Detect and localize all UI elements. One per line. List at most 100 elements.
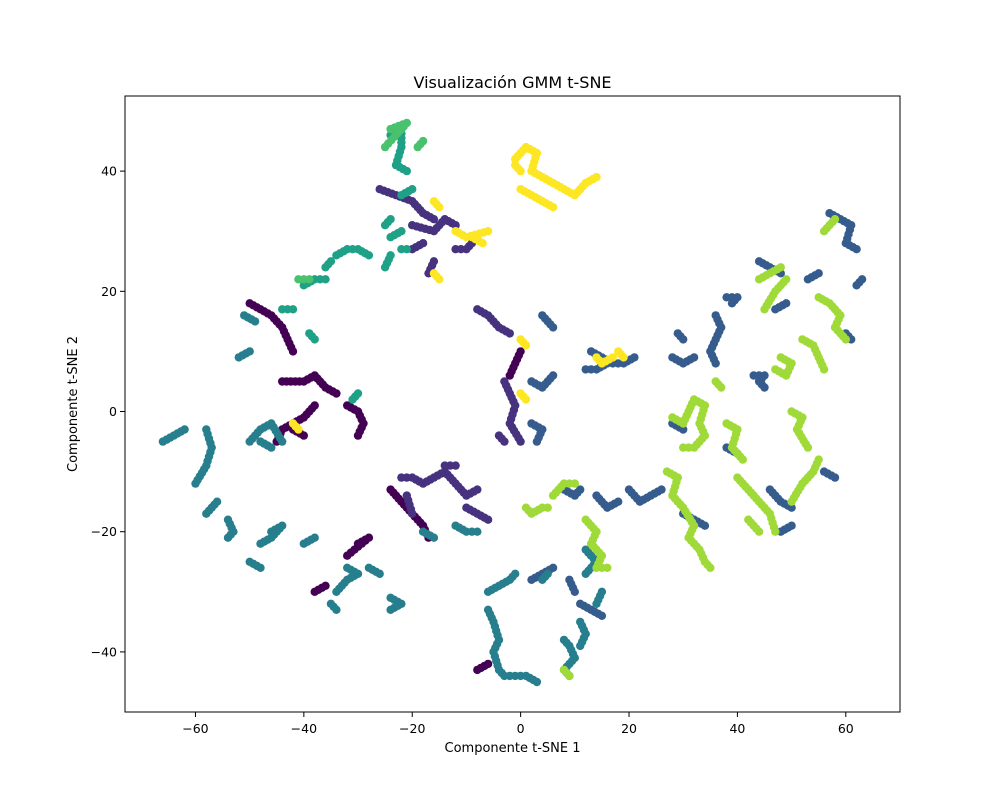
data-point	[332, 587, 341, 596]
data-point	[857, 275, 867, 284]
x-axis-label: Componente t-SNE 1	[445, 741, 581, 756]
data-point	[353, 431, 363, 440]
x-tick-label: −60	[182, 721, 208, 736]
data-point	[429, 215, 439, 224]
data-point	[294, 425, 303, 434]
data-point	[256, 539, 265, 548]
data-point	[819, 365, 829, 374]
data-point	[814, 269, 823, 278]
data-point	[256, 437, 265, 446]
data-point	[771, 527, 780, 536]
data-point	[305, 275, 314, 284]
data-point	[679, 425, 688, 434]
chart-title: Visualización GMM t-SNE	[413, 73, 611, 92]
data-points	[158, 118, 867, 687]
data-point	[511, 569, 520, 578]
x-tick-label: 0	[517, 721, 525, 736]
data-point	[288, 347, 298, 356]
data-point	[429, 533, 439, 542]
data-point	[500, 437, 509, 446]
data-point	[516, 437, 525, 446]
data-point	[619, 353, 628, 362]
data-point	[321, 275, 330, 284]
data-point	[576, 485, 585, 494]
data-point	[754, 527, 764, 536]
data-point	[576, 641, 585, 651]
data-point	[592, 599, 601, 608]
data-point	[521, 341, 531, 350]
data-point	[505, 371, 514, 380]
y-tick-label: 40	[101, 164, 117, 179]
y-axis-ticks: −40 −20 0 20 40	[91, 164, 125, 659]
data-point	[787, 521, 796, 530]
y-tick-label: 20	[101, 284, 117, 299]
data-point	[375, 569, 384, 578]
data-point	[202, 509, 211, 518]
data-point	[532, 677, 542, 687]
data-point	[548, 563, 558, 572]
data-point	[288, 305, 298, 314]
data-point	[380, 142, 390, 152]
data-point	[505, 329, 514, 338]
data-point	[191, 479, 200, 488]
y-tick-label: −20	[91, 524, 117, 539]
data-point	[711, 359, 720, 368]
data-point	[332, 389, 341, 398]
data-point	[386, 605, 395, 614]
data-point	[299, 539, 308, 548]
data-point	[841, 335, 850, 344]
data-point	[782, 275, 791, 284]
data-point	[299, 431, 308, 440]
data-point	[727, 299, 737, 308]
data-point	[435, 275, 444, 284]
data-point	[451, 461, 460, 470]
data-point	[326, 599, 336, 608]
data-point	[657, 485, 666, 494]
data-point	[380, 263, 390, 272]
data-point	[386, 215, 395, 224]
data-point	[603, 563, 612, 572]
data-point	[570, 479, 579, 488]
data-point	[782, 299, 791, 308]
x-tick-label: −20	[399, 721, 425, 736]
y-axis-label: Componente t-SNE 2	[66, 336, 81, 472]
data-point	[364, 251, 374, 260]
data-point	[700, 521, 710, 530]
data-point	[326, 257, 336, 266]
data-point	[689, 353, 699, 362]
data-point	[521, 395, 531, 404]
data-point	[581, 569, 590, 578]
data-point	[310, 587, 319, 596]
data-point	[532, 437, 542, 446]
data-point	[310, 335, 319, 344]
data-point	[245, 347, 254, 356]
data-point	[548, 323, 558, 332]
data-point	[614, 497, 623, 506]
x-tick-label: 60	[838, 721, 854, 736]
data-point	[413, 142, 422, 152]
data-point	[483, 515, 493, 524]
y-tick-label: −40	[91, 644, 117, 659]
data-point	[223, 533, 233, 542]
data-point	[548, 371, 558, 380]
data-point	[548, 203, 558, 212]
data-point	[343, 551, 352, 560]
data-point	[483, 659, 493, 669]
data-point	[397, 227, 406, 236]
data-point	[278, 437, 287, 446]
data-point	[570, 587, 579, 596]
data-point	[473, 485, 482, 494]
data-point	[706, 563, 715, 572]
data-point	[803, 443, 813, 452]
data-point	[597, 611, 607, 620]
data-point	[565, 671, 574, 681]
data-point	[679, 335, 688, 344]
data-point	[180, 425, 189, 434]
data-point	[473, 527, 482, 536]
data-point	[630, 353, 639, 362]
x-axis-ticks: −60 −40 −20 0 20 40 60	[182, 712, 854, 736]
data-point	[830, 215, 840, 224]
data-point	[408, 185, 417, 194]
data-point	[543, 503, 552, 512]
data-point	[402, 245, 411, 254]
